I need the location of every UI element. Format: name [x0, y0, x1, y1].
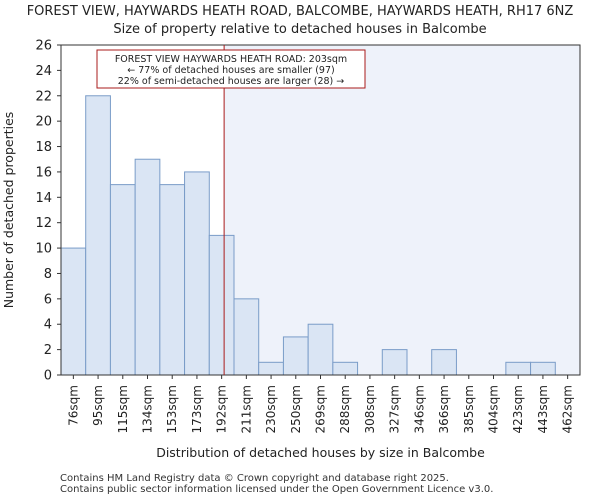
bar-153sqm	[159, 184, 186, 376]
x-tick-label-134sqm: 134sqm	[141, 385, 155, 433]
y-tick-label-10: 10	[35, 242, 52, 257]
x-tick-label-153sqm: 153sqm	[165, 385, 179, 433]
y-tick-label-20: 20	[35, 115, 52, 130]
annotation-line-2: ← 77% of detached houses are smaller (97…	[127, 65, 334, 76]
x-tick-label-385sqm: 385sqm	[462, 385, 476, 433]
bar-173sqm	[184, 171, 210, 376]
footer-line-2: Contains public sector information licen…	[60, 484, 494, 495]
y-tick-label-26: 26	[35, 39, 52, 54]
annotation-box	[96, 49, 366, 89]
y-tick-label-22: 22	[35, 89, 52, 104]
bar-230sqm	[258, 361, 284, 376]
x-tick-label-308sqm: 308sqm	[363, 385, 377, 433]
y-tick-label-12: 12	[35, 216, 52, 231]
x-tick-label-269sqm: 269sqm	[314, 385, 328, 433]
x-tick-label-327sqm: 327sqm	[388, 385, 402, 433]
y-axis-label: Number of detached properties	[1, 112, 16, 309]
x-tick-label-211sqm: 211sqm	[239, 385, 253, 433]
bar-192sqm	[208, 234, 235, 376]
footer-line-1: Contains HM Land Registry data © Crown c…	[60, 473, 449, 484]
x-tick-label-366sqm: 366sqm	[437, 385, 451, 433]
x-tick-label-115sqm: 115sqm	[116, 385, 130, 433]
y-tick-label-24: 24	[35, 64, 52, 79]
y-tick-label-18: 18	[35, 140, 52, 155]
bar-134sqm	[134, 158, 161, 376]
bar-269sqm	[307, 323, 334, 376]
bar-95sqm	[85, 95, 111, 376]
x-tick-label-76sqm: 76sqm	[66, 385, 80, 426]
x-tick-label-250sqm: 250sqm	[289, 385, 303, 433]
x-tick-label-230sqm: 230sqm	[264, 385, 278, 433]
highlight-region	[224, 45, 580, 375]
y-tick-label-2: 2	[44, 343, 52, 358]
x-tick-label-462sqm: 462sqm	[561, 385, 575, 433]
x-tick-label-192sqm: 192sqm	[215, 385, 229, 433]
bar-366sqm	[431, 349, 457, 376]
x-tick-label-443sqm: 443sqm	[536, 385, 550, 433]
y-tick-label-0: 0	[44, 369, 52, 384]
bar-327sqm	[381, 349, 408, 376]
y-tick-label-16: 16	[35, 165, 52, 180]
y-tick-label-8: 8	[44, 267, 52, 282]
bar-423sqm	[505, 361, 532, 376]
x-axis-label: Distribution of detached houses by size …	[156, 445, 485, 460]
y-tick-label-6: 6	[44, 292, 52, 307]
x-tick-label-423sqm: 423sqm	[511, 385, 525, 433]
x-tick-label-173sqm: 173sqm	[190, 385, 204, 433]
bar-288sqm	[332, 361, 359, 376]
x-tick-label-404sqm: 404sqm	[487, 385, 501, 433]
bar-211sqm	[233, 298, 260, 376]
bar-76sqm	[60, 247, 87, 376]
x-tick-label-288sqm: 288sqm	[338, 385, 352, 433]
annotation-line-1: FOREST VIEW HAYWARDS HEATH ROAD: 203sqm	[115, 54, 347, 65]
bar-115sqm	[109, 184, 136, 376]
bar-250sqm	[282, 336, 309, 376]
y-tick-label-14: 14	[35, 191, 52, 206]
x-tick-label-346sqm: 346sqm	[412, 385, 426, 433]
bar-443sqm	[530, 361, 556, 376]
chart-subtitle: Size of property relative to detached ho…	[113, 22, 487, 37]
annotation-line-3: 22% of semi-detached houses are larger (…	[118, 76, 345, 87]
x-tick-label-95sqm: 95sqm	[91, 385, 105, 426]
y-tick-label-4: 4	[44, 318, 52, 333]
chart-title: FOREST VIEW, HAYWARDS HEATH ROAD, BALCOM…	[26, 4, 574, 19]
